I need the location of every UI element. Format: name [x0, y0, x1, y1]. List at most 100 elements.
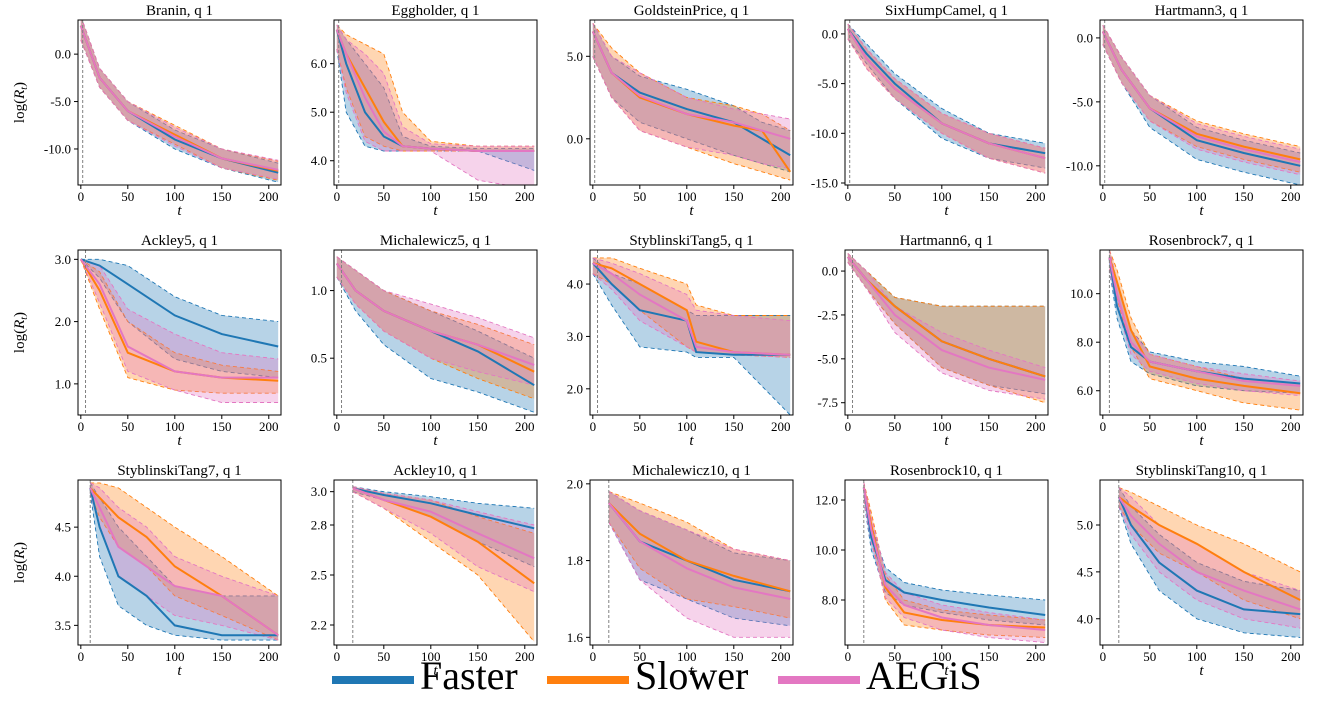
subplot-14: 0 50 100 150 200 8.0 10.0 12.0 Rosenbrock10, q 1…: [815, 463, 1049, 679]
subplot-title: Michalewicz5, q 1: [380, 233, 491, 249]
plot-area: [335, 250, 535, 415]
y-tick-label: -5.0: [817, 76, 838, 91]
band-lower-slower: [80, 259, 279, 394]
band-slower: [592, 23, 791, 181]
subplot-title: Hartmann6, q 1: [900, 233, 994, 249]
band-lower-faster: [592, 273, 791, 415]
band-slower: [592, 257, 791, 358]
axes-frame: [589, 479, 794, 646]
y-tick-label: 10.0: [815, 543, 838, 558]
band-aegis: [1109, 250, 1301, 396]
band-upper-aegis: [89, 482, 279, 597]
y-tick-label: 3.0: [567, 329, 583, 344]
subplot-6: 0 50 100 150 200 1.0 2.0 3.0 Ackley5, q 1 t log(Rt…: [12, 233, 282, 449]
band-upper-slower: [80, 258, 279, 372]
x-tick-label: 50: [1143, 649, 1156, 664]
x-tick-label: 100: [421, 649, 441, 664]
series-line-slower: [608, 502, 791, 593]
x-tick-label: 200: [771, 649, 791, 664]
legend-label: Slower: [635, 653, 749, 698]
x-tick-label: 0: [590, 419, 597, 434]
band-faster: [1102, 25, 1301, 185]
x-tick-label: 100: [1187, 419, 1207, 434]
band-lower-aegis: [1118, 506, 1301, 629]
y-tick-label: 6.0: [311, 56, 327, 71]
x-tick-label: 150: [468, 649, 488, 664]
y-tick-label: -10.0: [1066, 158, 1093, 173]
band-slower: [336, 24, 535, 151]
band-lower-faster: [80, 258, 279, 379]
band-lower-aegis: [352, 491, 535, 593]
plot-area: [1117, 480, 1301, 645]
x-tick-label: 100: [421, 419, 441, 434]
x-tick-label: 100: [677, 649, 697, 664]
y-tick-label: 8.0: [1077, 335, 1093, 350]
axes-frame: [77, 479, 282, 646]
y-tick-label: 10.0: [1070, 286, 1093, 301]
x-tick-label: 150: [468, 189, 488, 204]
y-tick-label: -7.5: [817, 395, 838, 410]
axes-frame: [333, 249, 538, 416]
y-tick-label: 2.5: [311, 568, 327, 583]
band-aegis: [80, 259, 279, 403]
y-tick-label: -10.0: [811, 126, 838, 141]
band-lower-faster: [863, 499, 1046, 626]
band-upper-slower: [1118, 487, 1301, 573]
band-lower-aegis: [80, 39, 279, 180]
subplot-8: 0 50 100 150 200 2.0 3.0 4.0 StyblinskiTang5, q …: [567, 233, 794, 449]
y-tick-label: 8.0: [822, 593, 838, 608]
band-lower-faster: [89, 492, 279, 641]
series-line-aegis: [80, 258, 279, 379]
band-slower: [336, 256, 535, 399]
x-tick-label: 0: [590, 189, 597, 204]
x-tick-label: 150: [212, 649, 232, 664]
band-aegis: [80, 20, 279, 180]
band-slower: [80, 20, 279, 181]
y-tick-label: 3.0: [311, 484, 327, 499]
subplot-title: StyblinskiTang7, q 1: [117, 463, 241, 479]
band-aegis: [1102, 25, 1301, 175]
plot-area: [591, 20, 792, 185]
band-upper-slower: [863, 482, 1046, 621]
x-tick-label: 0: [78, 419, 85, 434]
band-slower: [863, 482, 1046, 638]
plot-area: [89, 480, 279, 645]
band-upper-slower: [90, 482, 279, 597]
x-axis-label: t: [944, 433, 949, 449]
legend-swatch: [332, 676, 414, 684]
plot-area: [1101, 20, 1301, 185]
series-line-aegis: [846, 28, 1046, 160]
x-axis-label: t: [433, 663, 438, 679]
plot-area: [862, 480, 1046, 645]
legend-swatch: [778, 676, 860, 684]
band-upper-aegis: [847, 23, 1046, 149]
subplot-9: 0 50 100 150 200 0.0 -2.5 -5.0 -7.5 Hartmann6, q …: [817, 233, 1049, 449]
subplot-5: 0 50 100 150 200 0.0 -5.0 -10.0 Hartmann3, q 1 t: [1066, 3, 1304, 219]
band-lower-aegis: [847, 262, 1046, 400]
y-tick-label: 1.8: [567, 553, 583, 568]
band-lower-faster: [352, 491, 535, 568]
series-line-aegis: [1117, 496, 1301, 611]
y-tick-label: 4.0: [567, 277, 583, 292]
x-tick-label: 200: [1026, 419, 1046, 434]
subplot-12: 0 50 100 150 200 2.2 2.5 2.8 3.0 Ackley10, q 1 t: [311, 463, 538, 679]
y-tick-label: -5.0: [1072, 94, 1093, 109]
subplot-1: 0 50 100 150 200 0.0 -5.0 -10.0 Branin, q 1 t log(…: [12, 3, 282, 219]
axes-frame: [589, 19, 794, 186]
x-tick-label: 0: [334, 649, 341, 664]
subplot-title: Rosenbrock10, q 1: [890, 463, 1003, 479]
band-aegis: [90, 482, 279, 641]
y-tick-label: -5.0: [817, 351, 838, 366]
series-line-aegis: [335, 262, 535, 366]
y-tick-label: -10.0: [44, 141, 71, 156]
x-tick-label: 100: [677, 189, 697, 204]
x-tick-label: 200: [1281, 189, 1301, 204]
x-tick-label: 150: [979, 189, 999, 204]
x-tick-label: 150: [1234, 419, 1254, 434]
y-tick-label: 4.5: [55, 520, 71, 535]
band-slower: [847, 24, 1046, 174]
band-upper-aegis: [592, 23, 791, 120]
y-tick-label: 2.2: [311, 618, 327, 633]
x-tick-label: 0: [1100, 419, 1107, 434]
x-axis-label: t: [689, 203, 694, 219]
